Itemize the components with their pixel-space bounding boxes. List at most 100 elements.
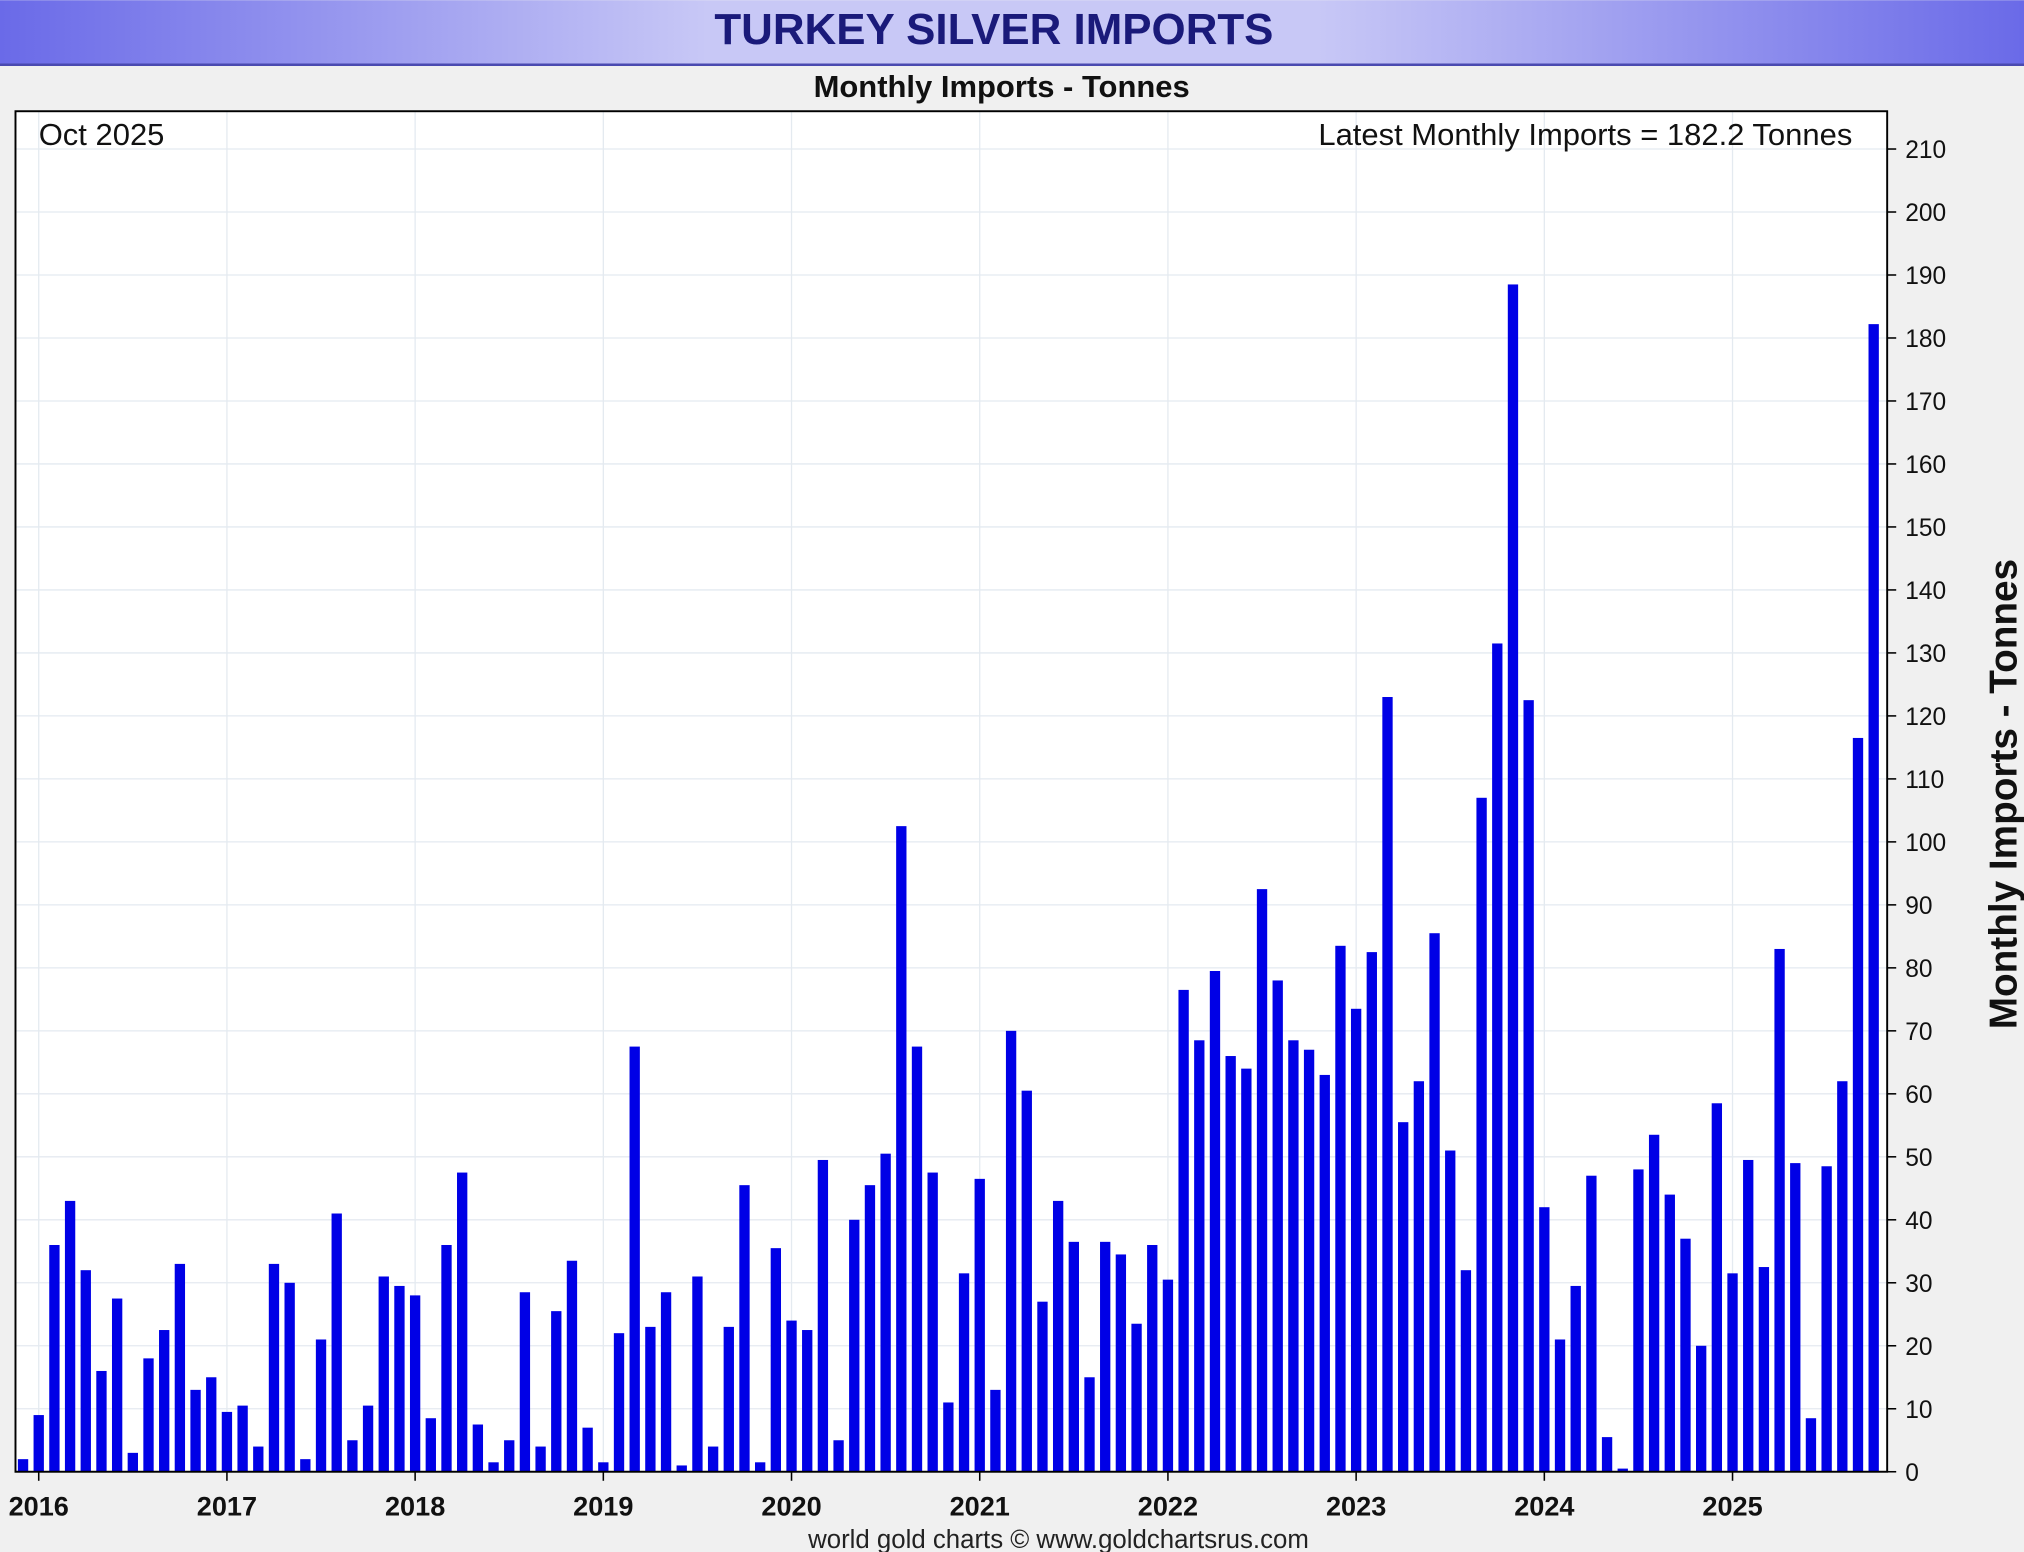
chart-subtitle: Monthly Imports - Tonnes [814, 69, 1190, 104]
bar [519, 1292, 531, 1472]
bar [1460, 1270, 1472, 1472]
bar [1680, 1238, 1691, 1472]
x-tick-label: 2025 [1702, 1491, 1762, 1522]
bar [1084, 1377, 1095, 1472]
y-tick-label: 10 [1905, 1397, 1932, 1424]
bar [613, 1333, 625, 1472]
bar [1821, 1166, 1832, 1472]
bar [504, 1440, 515, 1472]
y-tick-label: 210 [1905, 137, 1946, 164]
bar [1554, 1339, 1566, 1472]
bars [17, 284, 1879, 1472]
bar [1413, 1081, 1425, 1472]
bar [33, 1415, 44, 1472]
y-tick-label: 140 [1905, 578, 1946, 605]
y-tick-label: 60 [1905, 1082, 1932, 1109]
y-tick-label: 100 [1905, 830, 1946, 857]
bar [17, 1459, 29, 1472]
bar [488, 1462, 499, 1472]
bar [221, 1411, 233, 1472]
bar [1586, 1175, 1597, 1472]
bar [1805, 1418, 1817, 1472]
bar [1492, 643, 1503, 1472]
bar [1288, 1040, 1299, 1472]
bar [1272, 980, 1283, 1472]
bar [206, 1377, 217, 1472]
bar [1303, 1049, 1315, 1472]
bar [159, 1330, 170, 1472]
bar [1319, 1074, 1330, 1472]
y-tick-label: 120 [1905, 704, 1946, 731]
chart-title: TURKEY SILVER IMPORTS [714, 5, 1273, 54]
bar [770, 1248, 782, 1472]
bar [472, 1424, 484, 1472]
y-tick-label: 20 [1905, 1334, 1932, 1361]
annotation-latest: Latest Monthly Imports = 182.2 Tonnes [1318, 117, 1852, 152]
y-tick-label: 180 [1905, 326, 1946, 353]
bar [1868, 324, 1879, 1472]
bar [927, 1172, 938, 1472]
bar [1429, 933, 1440, 1472]
bar [1335, 945, 1346, 1472]
bar [378, 1276, 389, 1472]
title-bar [0, 0, 2024, 65]
bar [692, 1276, 703, 1472]
bar [676, 1465, 687, 1472]
bar [300, 1459, 311, 1472]
y-tick-label: 40 [1905, 1208, 1932, 1235]
bar [754, 1462, 766, 1472]
bar [1507, 284, 1519, 1472]
bar [425, 1418, 436, 1472]
bar [566, 1260, 578, 1472]
bar [253, 1446, 264, 1472]
y-tick-label: 0 [1905, 1460, 1919, 1487]
bar [331, 1213, 342, 1472]
bar [582, 1427, 593, 1472]
footer: world gold charts © www.goldchartsrus.co… [807, 1526, 1309, 1552]
bar [1758, 1267, 1770, 1472]
y-tick-label: 200 [1905, 200, 1946, 227]
bar [707, 1446, 719, 1472]
bar [1350, 1008, 1362, 1472]
bar [1727, 1273, 1738, 1472]
bar [551, 1311, 562, 1472]
bar [457, 1172, 468, 1472]
bar [1147, 1244, 1158, 1472]
bar [1445, 1150, 1456, 1472]
bar [880, 1153, 891, 1472]
bar [315, 1339, 327, 1472]
y-tick-label: 190 [1905, 263, 1946, 290]
y-tick-label: 130 [1905, 641, 1946, 668]
bar [190, 1389, 201, 1472]
bar [1790, 1163, 1801, 1472]
x-tick-label: 2017 [197, 1491, 257, 1522]
bar [1194, 1040, 1205, 1472]
bar [1178, 989, 1189, 1472]
bar [660, 1292, 672, 1472]
bar [817, 1159, 829, 1472]
bar [645, 1326, 656, 1472]
y-tick-label: 170 [1905, 389, 1946, 416]
y-tick-label: 80 [1905, 956, 1932, 983]
bar [394, 1285, 405, 1472]
bar [1256, 889, 1268, 1472]
bar [96, 1370, 107, 1472]
bar [1696, 1345, 1707, 1472]
bar [64, 1200, 76, 1472]
x-tick-label: 2020 [761, 1491, 821, 1522]
bar [1539, 1207, 1550, 1472]
bar [802, 1330, 813, 1472]
bar [739, 1185, 750, 1472]
y-tick-label: 150 [1905, 515, 1946, 542]
y-tick-label: 30 [1905, 1271, 1932, 1298]
bar [1774, 948, 1785, 1472]
bar [1617, 1468, 1628, 1472]
bar [1664, 1194, 1675, 1472]
bar [127, 1452, 138, 1472]
axes: 0 10 20 30 40 50 60 70 80 90 100 110 120 130 140 150 160… [9, 137, 1947, 1522]
bar [1648, 1134, 1660, 1472]
bar [598, 1462, 609, 1472]
x-tick-label: 2024 [1514, 1491, 1574, 1522]
bar [111, 1298, 123, 1472]
